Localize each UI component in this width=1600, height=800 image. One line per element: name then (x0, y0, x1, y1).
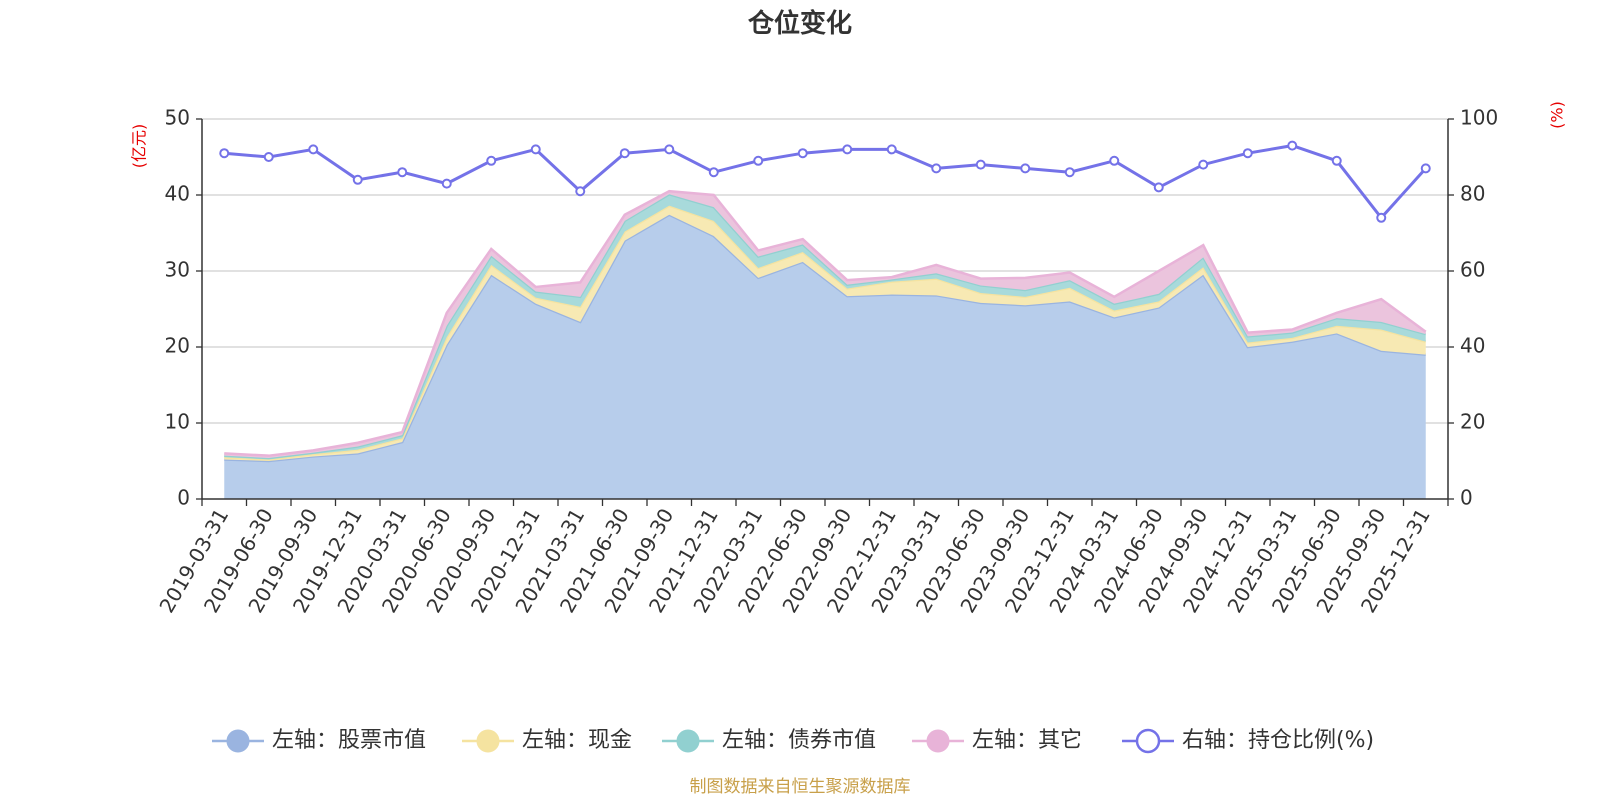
line-point (797, 148, 808, 159)
left-axis-unit: (亿元) (130, 124, 149, 169)
line-point (1287, 140, 1298, 151)
legend-swatch-marker (226, 729, 250, 753)
line-point (263, 152, 274, 162)
legend-item[interactable]: 右轴：持仓比例(%) (1122, 728, 1374, 754)
line-point (1331, 155, 1342, 166)
right-axis-tick-label: 80 (1460, 182, 1485, 206)
line-point (975, 159, 986, 170)
legend-item[interactable]: 左轴：其它 (912, 728, 1082, 753)
left-axis-tick-label: 10 (165, 410, 190, 434)
legend-label: 右轴：持仓比例(%) (1182, 728, 1374, 753)
legend-item[interactable]: 左轴：现金 (462, 728, 632, 753)
line-point (575, 186, 586, 197)
left-axis-tick-label: 30 (165, 258, 190, 282)
line-point (1153, 182, 1164, 193)
left-axis-tick-label: 20 (165, 334, 190, 358)
line-point (753, 155, 764, 166)
legend-swatch-marker (926, 729, 950, 753)
left-axis-tick-label: 50 (165, 106, 190, 130)
legend-label: 左轴：现金 (522, 728, 632, 753)
line-point (708, 167, 719, 178)
area-series-line (224, 189, 1427, 457)
source-note: 制图数据来自恒生聚源数据库 (690, 777, 911, 797)
right-axis-tick-label: 60 (1460, 258, 1485, 282)
line-series (224, 144, 1427, 221)
line-point (486, 155, 497, 166)
left-axis-tick-label: 40 (165, 182, 190, 206)
line-point (886, 144, 897, 155)
legend-swatch-marker (676, 729, 700, 753)
line-point (352, 174, 363, 185)
line-point (931, 163, 942, 174)
legend-swatch-marker (476, 729, 500, 753)
right-axis-tick-label: 20 (1460, 410, 1485, 434)
legend-swatch-marker (1135, 728, 1161, 754)
line-point (441, 178, 452, 189)
line-point (1420, 163, 1431, 174)
legend: 左轴：股票市值 左轴：现金 左轴：债券市值 左轴：其它 右轴：持仓比例(%) (212, 728, 1374, 754)
line-point (664, 144, 675, 155)
right-axis-tick-label: 0 (1460, 486, 1473, 510)
position-ratio-line (219, 140, 1431, 223)
chart-title: 仓位变化 (747, 8, 852, 39)
right-axis-unit: (%) (1548, 101, 1567, 129)
line-point (530, 144, 541, 155)
line-point (397, 167, 408, 178)
legend-item[interactable]: 左轴：债券市值 (662, 728, 876, 753)
line-point (308, 144, 319, 155)
line-point (219, 148, 230, 159)
line-point (1198, 159, 1209, 170)
left-axis-tick-label: 0 (177, 486, 190, 510)
line-point (1242, 148, 1253, 159)
right-axis-tick-label: 40 (1460, 334, 1485, 358)
line-point (1109, 155, 1120, 166)
right-axis-tick-label: 100 (1460, 106, 1498, 130)
legend-label: 左轴：股票市值 (272, 728, 426, 753)
line-point (1376, 212, 1387, 223)
area-series (224, 214, 1426, 499)
line-point (619, 148, 630, 159)
line-point (1064, 167, 1075, 178)
legend-label: 左轴：其它 (972, 728, 1082, 753)
legend-label: 左轴：债券市值 (722, 728, 876, 753)
legend-item[interactable]: 左轴：股票市值 (212, 728, 426, 753)
line-point (1020, 163, 1031, 174)
line-point (842, 144, 853, 155)
axes (196, 118, 1454, 506)
stacked-areas (224, 189, 1427, 499)
